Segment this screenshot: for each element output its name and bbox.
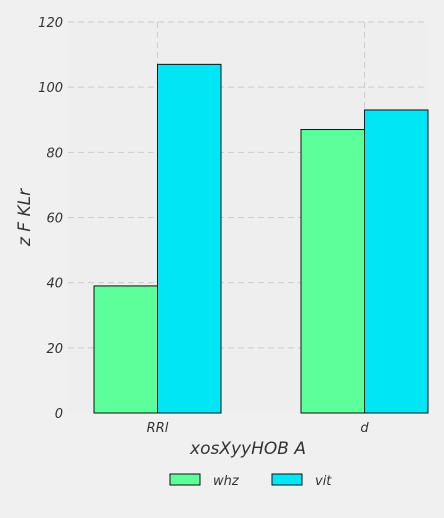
- x-axis-ticks: RRl d: [147, 421, 370, 436]
- legend-label: vit: [315, 474, 332, 489]
- legend-label: whz: [213, 474, 240, 489]
- y-axis-ticks: 0 20 40 60 80 100 120: [38, 16, 63, 422]
- y-tick-label: 60: [46, 212, 63, 227]
- bar-whz-RRl: [93, 285, 158, 414]
- bars: [93, 63, 429, 414]
- y-tick-label: 0: [55, 407, 63, 422]
- bar-vit-d: [364, 109, 429, 414]
- legend-swatch: [169, 473, 201, 486]
- legend-item-vit: vit: [271, 473, 332, 489]
- y-tick-label: 120: [38, 16, 63, 31]
- legend: whz vit: [169, 473, 332, 489]
- y-axis-label: z F KLr: [15, 188, 35, 247]
- x-tick-label: d: [360, 421, 369, 436]
- y-tick-label: 20: [46, 342, 63, 357]
- y-tick-label: 40: [46, 277, 63, 292]
- legend-swatch: [271, 473, 303, 486]
- x-tick-label: RRl: [147, 421, 169, 436]
- legend-item-whz: whz: [169, 473, 240, 489]
- x-axis-label: xosXyyHOB A: [189, 439, 306, 459]
- bar-vit-RRl: [157, 63, 222, 414]
- bar-whz-d: [300, 129, 365, 414]
- y-tick-label: 100: [38, 81, 63, 96]
- y-tick-label: 80: [46, 146, 63, 161]
